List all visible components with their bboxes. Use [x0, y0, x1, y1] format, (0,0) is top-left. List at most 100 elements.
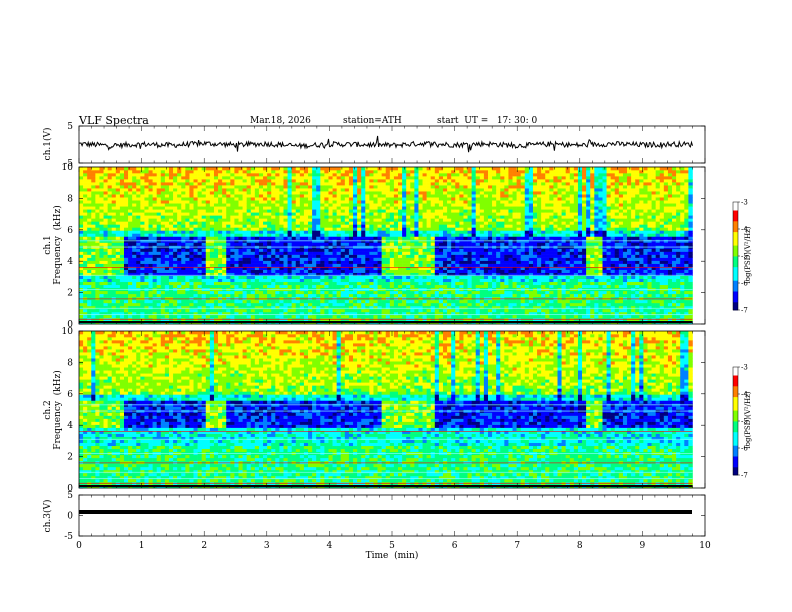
spectrogram-cell [164, 176, 170, 180]
spectrogram-cell [398, 200, 403, 204]
spectrogram-cell [381, 212, 387, 216]
spectrogram-cell [377, 179, 382, 183]
spectrogram-cell [164, 212, 170, 216]
spectrogram-cell [254, 206, 260, 210]
spectrogram-cell [99, 269, 104, 273]
spectrogram-cell [160, 230, 166, 234]
spectrogram-cell [205, 281, 211, 286]
spectrogram-cell [398, 254, 403, 258]
spectrogram-cell [123, 254, 129, 258]
spectrogram-cell [238, 236, 243, 240]
spectrogram-cell [271, 224, 276, 228]
spectrogram-cell [357, 173, 362, 177]
spectrogram-cell [205, 209, 211, 213]
spectrogram-cell [168, 269, 174, 273]
spectrogram-cell [414, 242, 419, 246]
spectrogram-cell [426, 185, 432, 189]
spectrogram-cell [324, 257, 329, 261]
spectrogram-cell [119, 173, 125, 177]
spectrogram-cell [209, 203, 215, 207]
spectrogram-cell [438, 299, 444, 304]
spectrogram-cell [438, 206, 444, 210]
spectrogram-cell [295, 242, 301, 246]
spectrogram-cell [348, 311, 354, 316]
spectrogram-cell [332, 254, 337, 258]
spectrogram-cell [336, 284, 342, 289]
spectrogram-cell [119, 182, 125, 186]
spectrogram-cell [144, 236, 149, 240]
spectrogram-cell [348, 263, 354, 267]
spectrogram-cell [434, 176, 440, 180]
spectrogram-cell [316, 284, 321, 289]
spectrogram-cell [246, 179, 252, 183]
spectrogram-cell [185, 308, 190, 313]
spectrogram-cell [234, 266, 239, 270]
spectrogram-cell [406, 290, 411, 295]
spectrogram-cell [312, 284, 317, 289]
spectrogram-cell [279, 209, 284, 213]
spectrogram-cell [336, 173, 342, 177]
spectrogram-cell [91, 266, 96, 270]
spectrogram-cell [365, 200, 370, 204]
spectrogram-cell [373, 278, 378, 283]
spectrogram-cell [111, 278, 117, 283]
spectrogram-cell [324, 311, 329, 316]
spectrogram-cell [160, 209, 166, 213]
spectrogram-cell [263, 230, 268, 234]
spectrogram-cell [230, 227, 235, 231]
spectrogram-cell [373, 248, 378, 252]
spectrogram-cell [275, 194, 280, 198]
spectrogram-cell [193, 293, 198, 298]
spectrogram-cell [185, 233, 190, 237]
spectrogram-cell [152, 290, 158, 295]
spectrogram-cell [348, 176, 354, 180]
spectrogram-cell [336, 179, 342, 183]
spectrogram-cell [136, 179, 141, 183]
spectrogram-cell [275, 212, 280, 216]
spectrogram-cell [144, 251, 149, 255]
spectrogram-cell [193, 170, 198, 174]
spectrogram-cell [406, 230, 411, 234]
spectrogram-cell [263, 254, 268, 258]
spectrogram-cell [185, 272, 190, 276]
spectrogram-cell [467, 311, 472, 316]
spectrogram-cell [160, 308, 166, 313]
spectrogram-cell [299, 209, 305, 213]
spectrogram-cell [83, 200, 88, 204]
spectrogram-cell [111, 212, 117, 216]
spectrogram-cell [91, 224, 96, 228]
spectrogram-cell [107, 230, 113, 234]
spectrogram-cell [353, 305, 358, 310]
spectrogram-cell [230, 290, 235, 295]
spectrogram-cell [430, 203, 436, 207]
spectrogram-cell [275, 305, 280, 310]
spectrogram-cell [312, 299, 317, 304]
spectrogram-cell [369, 221, 374, 225]
spectrogram-cell [279, 194, 284, 198]
spectrogram-cell [361, 290, 366, 295]
spectrogram-cell [140, 173, 145, 177]
spectrogram-cell [389, 311, 395, 316]
spectrogram-cell [410, 275, 415, 280]
spectrogram-cell [201, 191, 207, 195]
spectrogram-cell [87, 272, 92, 276]
spectrogram-cell [201, 299, 207, 304]
spectrogram-cell [213, 284, 219, 289]
spectrogram-cell [430, 188, 436, 192]
spectrogram-cell [430, 227, 436, 231]
spectrogram-cell [344, 260, 350, 264]
spectrogram-cell [377, 290, 382, 295]
spectrogram-cell [209, 272, 215, 276]
spectrogram-cell [295, 254, 301, 258]
spectrogram-cell [115, 278, 121, 283]
spectrogram-cell [107, 314, 113, 319]
spectrogram-cell [426, 209, 432, 213]
spectrogram-cell [308, 233, 313, 237]
spectrogram-cell [340, 266, 346, 270]
spectrogram-cell [438, 266, 444, 270]
spectrogram-cell [87, 308, 92, 313]
spectrogram-cell [111, 227, 117, 231]
spectrogram-cell [410, 248, 415, 252]
spectrogram-cell [222, 278, 227, 283]
spectrogram-cell [406, 305, 411, 310]
